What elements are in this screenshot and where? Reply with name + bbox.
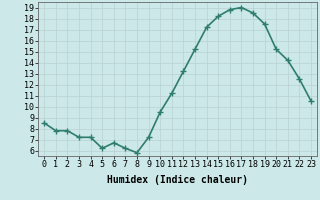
X-axis label: Humidex (Indice chaleur): Humidex (Indice chaleur) [107, 175, 248, 185]
